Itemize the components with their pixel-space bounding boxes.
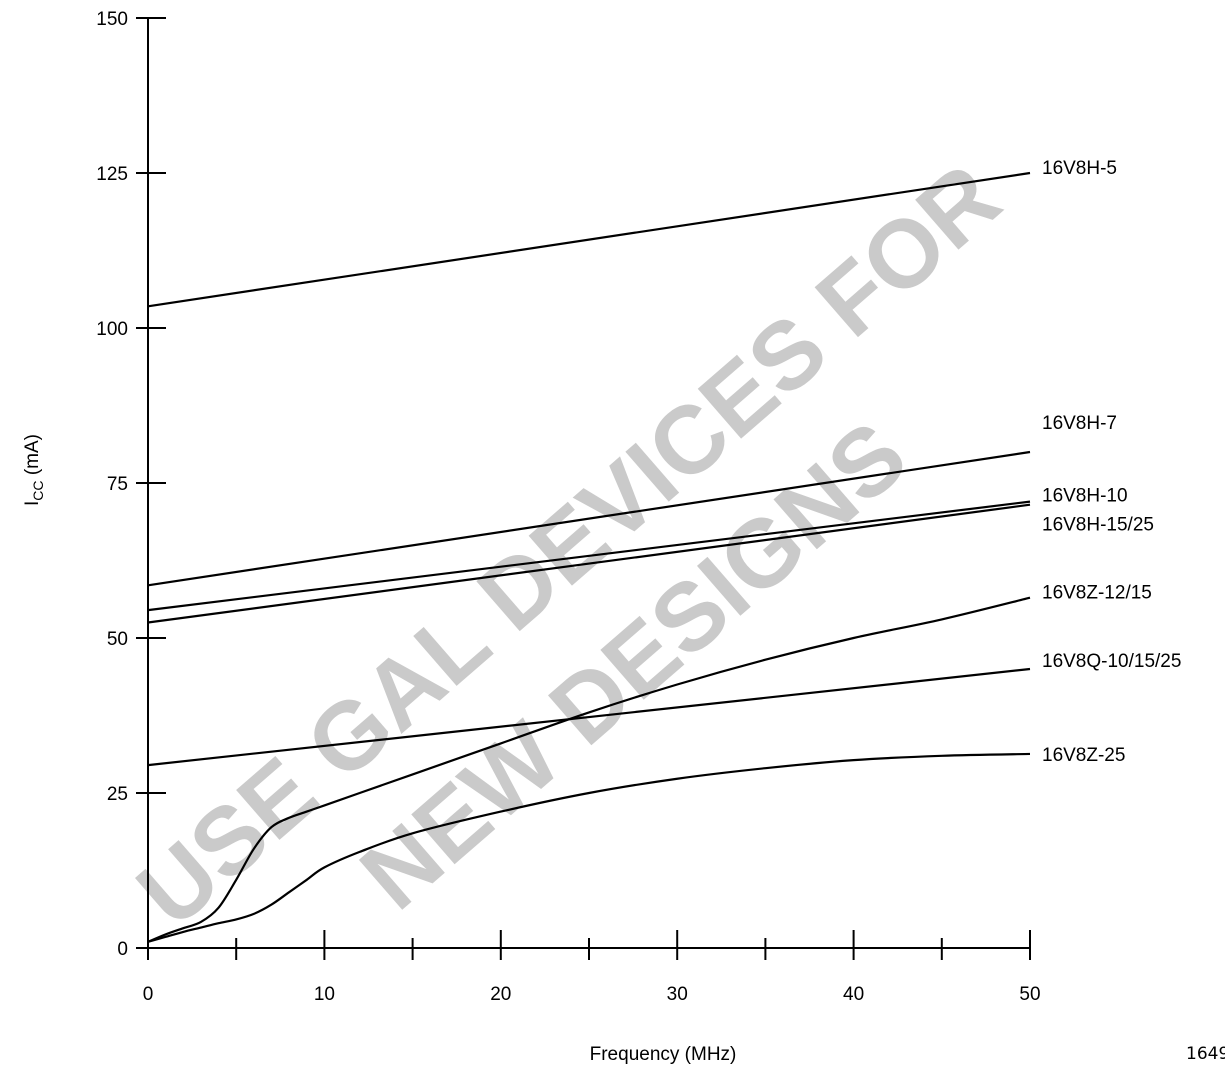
- x-axis-title: Frequency (MHz): [590, 1044, 737, 1065]
- series-line-16v8h-15-25: [147, 503, 1031, 624]
- series-line-16v8h-7: [147, 450, 1031, 587]
- series-label-16v8h-7: 16V8H-7: [1042, 413, 1117, 434]
- series-labels: 16V8H-5 16V8H-7 16V8H-10 16V8H-15/25 16V8Q-1…: [1042, 158, 1181, 766]
- y-axis-title: ICC (mA): [22, 434, 46, 506]
- series-line-16v8q-10-15-25: [147, 667, 1031, 767]
- series-group: [147, 171, 1031, 943]
- series-line-16v8z-25: [147, 752, 1031, 943]
- x-tick-label: 30: [667, 984, 688, 1005]
- watermark-line-1: USE GAL DEVICES FOR: [118, 143, 1020, 947]
- series-line-16v8h-5: [147, 171, 1031, 308]
- y-tick-label: 25: [107, 784, 128, 805]
- y-axis-title-main: I: [22, 501, 43, 506]
- y-axis-title-subscript: CC: [30, 480, 46, 500]
- series-label-16v8z-25: 16V8Z-25: [1042, 745, 1125, 766]
- x-tick-label: 20: [490, 984, 511, 1005]
- y-tick-label: 100: [96, 319, 128, 340]
- series-line-16v8z-12-15: [147, 596, 1031, 943]
- axes: 0 25 50 75 100 125 150 0 10 20 30 40 50: [96, 9, 1040, 1005]
- series-label-16v8h-15-25: 16V8H-15/25: [1042, 515, 1154, 536]
- y-tick-label: 150: [96, 9, 128, 30]
- y-tick-label: 125: [96, 164, 128, 185]
- y-tick-label: 50: [107, 629, 128, 650]
- series-label-16v8z-12-15: 16V8Z-12/15: [1042, 583, 1152, 604]
- series-label-16v8q-10-15-25: 16V8Q-10/15/25: [1042, 651, 1181, 672]
- series-line-16v8h-10: [147, 500, 1031, 612]
- x-tick-label: 0: [143, 984, 154, 1005]
- y-axis-title-unit: (mA): [22, 434, 43, 480]
- y-tick-label: 75: [107, 474, 128, 495]
- x-tick-label: 50: [1019, 984, 1040, 1005]
- x-tick-label: 10: [314, 984, 335, 1005]
- series-label-16v8h-10: 16V8H-10: [1042, 486, 1128, 507]
- series-label-16v8h-5: 16V8H-5: [1042, 158, 1117, 179]
- figure-id: 1649: [1186, 1044, 1225, 1064]
- x-tick-label: 40: [843, 984, 864, 1005]
- y-tick-label: 0: [117, 939, 128, 960]
